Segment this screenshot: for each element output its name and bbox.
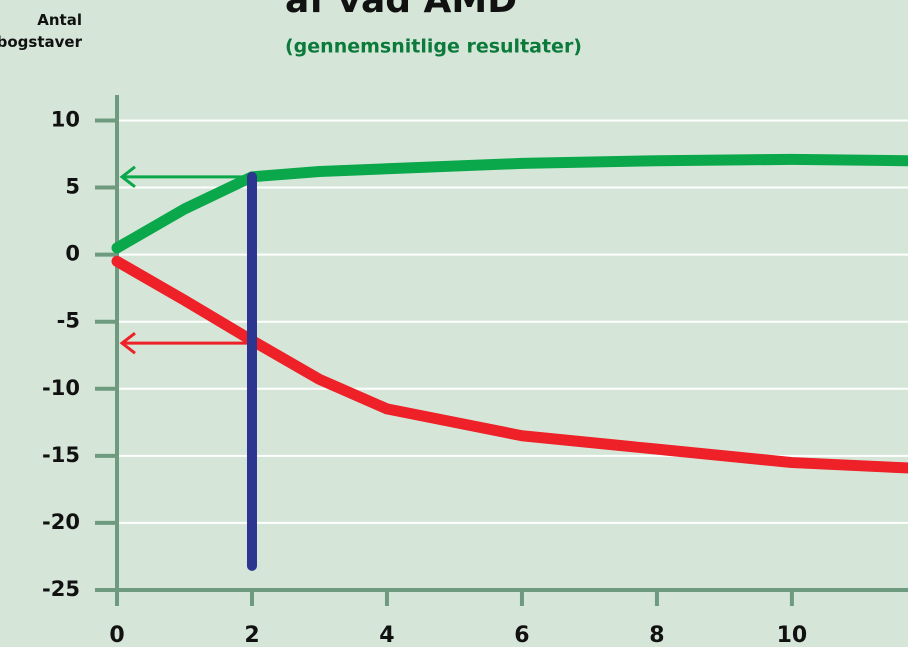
chart-subtitle: (gennemsnitlige resultater)	[285, 36, 582, 58]
y-tick-label: 5	[65, 175, 80, 199]
arrow-head	[119, 165, 136, 189]
y-tick-label: -10	[42, 376, 80, 400]
x-tick-label: 4	[379, 623, 394, 647]
x-tick-label: 0	[109, 623, 124, 647]
y-tick-label: -25	[42, 577, 80, 601]
y-axis-label-line: Antal	[37, 11, 82, 29]
y-tick-label: -5	[57, 309, 80, 333]
x-tick-label: 10	[777, 623, 808, 647]
y-tick-label: -20	[42, 510, 80, 534]
y-tick-label: 0	[65, 242, 80, 266]
y-tick-label: 10	[51, 107, 80, 131]
y-tick-label: -15	[42, 443, 80, 467]
x-tick-label: 2	[244, 623, 259, 647]
y-axis-label: Antal bogstaver	[0, 11, 83, 51]
chart-title: af våd AMD	[285, 0, 517, 21]
arrow-head	[119, 331, 136, 355]
x-tick-label: 8	[649, 623, 664, 647]
y-axis-label-line: bogstaver	[0, 33, 83, 51]
series-line	[111, 255, 908, 474]
x-tick-label: 6	[514, 623, 529, 647]
series-line	[111, 153, 908, 254]
